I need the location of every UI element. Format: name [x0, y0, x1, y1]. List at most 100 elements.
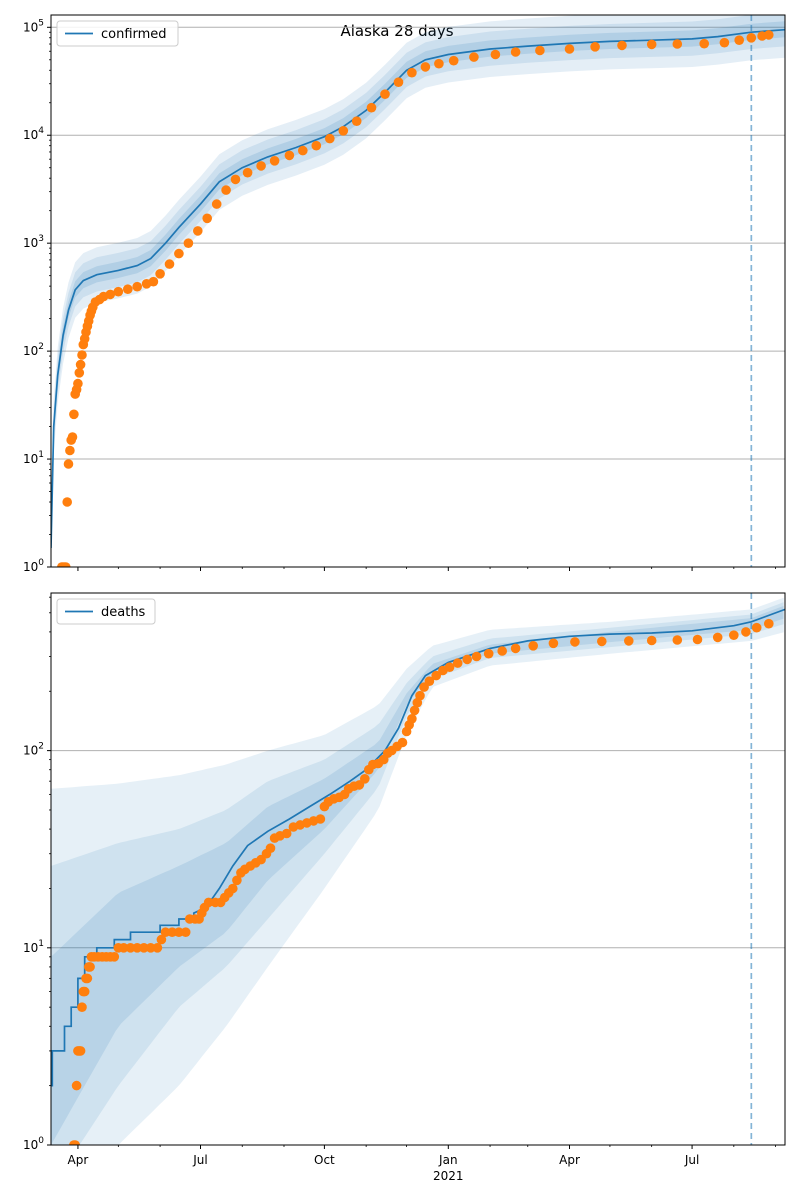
observed-point [167, 927, 177, 937]
observed-point [471, 651, 482, 662]
y-tick-label: 104 [23, 126, 44, 142]
legend-box [56, 598, 156, 625]
observed-point [65, 445, 75, 456]
uncertainty-band-2 [51, 602, 784, 1145]
observed-point [61, 562, 71, 567]
observed-point [281, 828, 292, 839]
observed-point [105, 289, 116, 300]
observed-point [510, 643, 521, 654]
observed-point [360, 774, 370, 784]
observed-point [431, 670, 442, 681]
observed-point [366, 102, 377, 113]
uncertainty-band-3 [51, 21, 785, 556]
observed-point [155, 269, 165, 279]
observed-point [570, 637, 580, 647]
observed-point [221, 185, 231, 195]
chart-title: Alaska 28 days [340, 22, 453, 40]
observed-point [284, 150, 295, 161]
observed-point [448, 55, 459, 66]
legend-label: deaths [101, 605, 146, 620]
observed-point [746, 33, 757, 43]
observed-point [490, 49, 501, 60]
observed-point [597, 636, 607, 647]
legend: deaths [56, 598, 156, 625]
observed-point [109, 952, 120, 962]
observed-point [156, 934, 167, 945]
observed-point [590, 42, 600, 52]
observed-point [298, 145, 308, 156]
observed-point [228, 883, 238, 894]
observed-point [183, 238, 194, 248]
observed-point [113, 286, 124, 297]
observed-point [180, 927, 191, 937]
observed-point [407, 67, 417, 78]
observed-point [751, 622, 762, 633]
observed-point [82, 973, 93, 984]
legend-box [56, 20, 179, 47]
observed-point [764, 30, 774, 40]
observed-point [444, 662, 455, 672]
observed-point [230, 174, 241, 185]
observed-point [469, 52, 479, 62]
observed-point [452, 658, 463, 668]
x-axis: Apr Jul Oct Jan Apr Jul 2021 [68, 1153, 700, 1183]
observed-point [164, 259, 175, 269]
uncertainty-band-1 [51, 15, 785, 567]
uncertainty-band-1 [51, 597, 784, 1145]
observed-point [712, 632, 723, 643]
observed-point [75, 359, 86, 370]
uncertainty-band-3 [51, 605, 784, 1145]
observed-point [483, 648, 494, 659]
observed-point [497, 646, 508, 656]
observed-point [699, 38, 709, 49]
y-tick-label: 101 [23, 939, 44, 955]
observed-point [415, 690, 425, 701]
observed-point [646, 635, 657, 646]
observed-point [617, 40, 627, 51]
x-tick-label: Jul [684, 1153, 699, 1167]
observed-point [211, 199, 222, 209]
observed-point [548, 638, 559, 649]
observed-point [420, 62, 431, 72]
observed-point [132, 281, 142, 292]
observed-point [69, 409, 79, 420]
observed-point [528, 641, 538, 651]
observed-point [692, 634, 703, 645]
y-tick-label: 102 [23, 742, 44, 758]
model-median-line [51, 28, 785, 549]
observed-point [74, 368, 85, 378]
confirmed-panel: 100 101 102 103 104 105 confirmed [23, 14, 786, 574]
observed-point [75, 1046, 86, 1056]
y-tick-label: 103 [23, 234, 44, 250]
observed-point [462, 654, 473, 665]
observed-point [73, 378, 83, 389]
observed-point [242, 167, 253, 178]
observed-point [672, 635, 683, 645]
observed-point [77, 1002, 87, 1012]
observed-point [139, 943, 149, 953]
x-tick-label: Jul [192, 1153, 207, 1167]
observed-point [125, 943, 136, 953]
observed-point [132, 943, 142, 953]
y-tick-label: 100 [23, 1136, 44, 1152]
observed-point [409, 705, 420, 716]
observed-point [315, 814, 326, 824]
observed-point [145, 943, 156, 953]
y-tick-label: 101 [23, 450, 44, 466]
observed-point [174, 248, 184, 259]
y-tick-label: 105 [23, 18, 44, 34]
observed-point [193, 226, 203, 236]
observed-point [148, 276, 159, 287]
x-tick-label: Jan [438, 1153, 458, 1167]
uncertainty-band-2 [51, 15, 785, 565]
observed-point [160, 927, 171, 937]
axes-frame [50, 592, 786, 1146]
observed-point [152, 943, 163, 953]
observed-point [734, 35, 744, 45]
observed-point [79, 986, 90, 997]
observed-point [729, 630, 739, 640]
plot-area [51, 593, 785, 1145]
axes-frame [50, 14, 786, 568]
observed-point [434, 58, 444, 69]
